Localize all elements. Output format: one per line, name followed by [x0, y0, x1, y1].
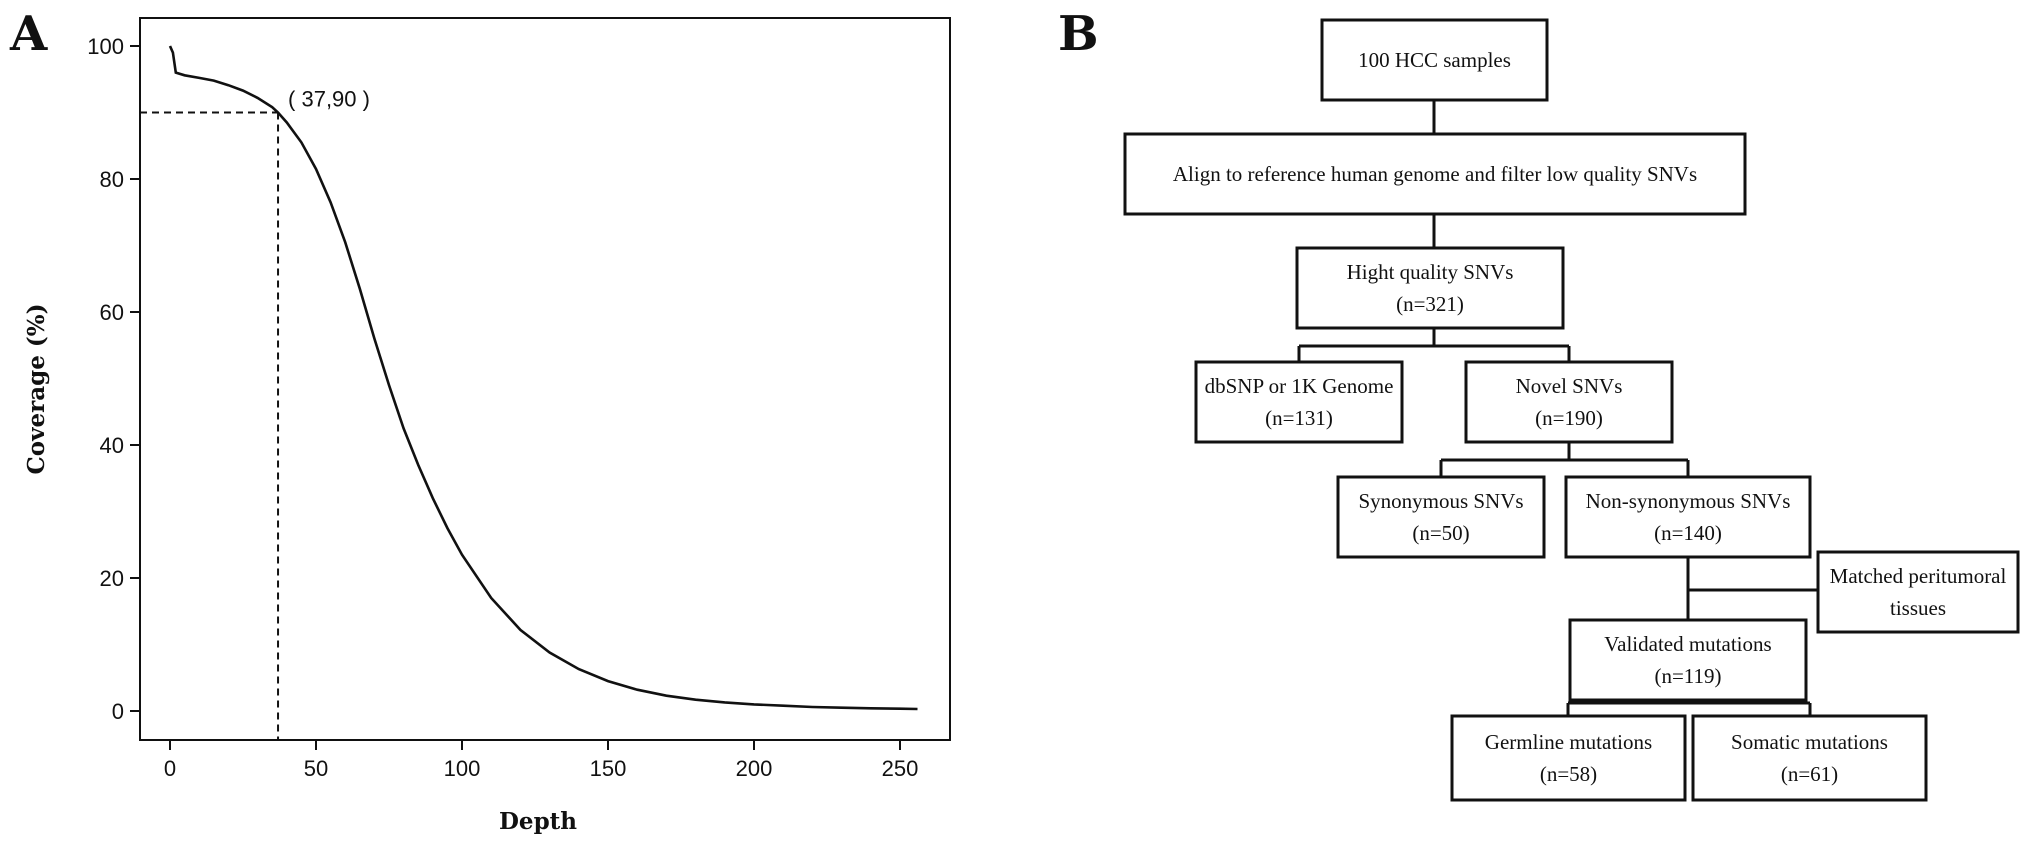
flowchart-connectors [1297, 100, 1818, 716]
flow-box-matched: Matched peritumoral tissues [1816, 550, 2020, 634]
flow-box-text: Non-synonymous SNVs [1586, 489, 1791, 513]
flow-box-text: Synonymous SNVs [1358, 489, 1523, 513]
y-tick-label: 60 [100, 300, 124, 325]
x-tick-label: 0 [164, 756, 176, 781]
flow-box-validated: Validated mutations (n=119) [1568, 618, 1808, 702]
flow-box-text: (n=50) [1412, 521, 1469, 545]
flow-box-text: Hight quality SNVs [1347, 260, 1514, 284]
x-tick-label: 50 [304, 756, 328, 781]
flow-box-frame [1450, 714, 1687, 802]
flow-box-text: (n=58) [1540, 762, 1597, 786]
flowchart-boxes: 100 HCC samples Align to reference human … [1123, 18, 2020, 802]
flow-box-text: (n=61) [1781, 762, 1838, 786]
y-axis-title: Coverage (%) [23, 303, 50, 474]
flow-box-text: (n=131) [1265, 406, 1333, 430]
flow-box-samples: 100 HCC samples [1320, 18, 1549, 102]
panel-a-label: A [9, 6, 48, 62]
y-tick-label: 0 [112, 699, 124, 724]
flow-box-frame [1816, 550, 2020, 634]
y-tick-label: 80 [100, 167, 124, 192]
flow-box-dbsnp: dbSNP or 1K Genome (n=131) [1194, 360, 1404, 444]
flow-box-text: (n=140) [1654, 521, 1722, 545]
flow-box-frame [1320, 18, 1549, 102]
coverage-curve [168, 45, 918, 711]
flow-box-align: Align to reference human genome and filt… [1123, 132, 1747, 216]
flow-box-text: Novel SNVs [1516, 374, 1623, 398]
flow-box-text: Validated mutations [1604, 632, 1771, 656]
x-tick-label: 250 [882, 756, 919, 781]
flow-box-frame [1336, 475, 1546, 559]
flow-box-text: Somatic mutations [1731, 730, 1888, 754]
flow-box-text: Matched peritumoral [1830, 564, 2007, 588]
flow-box-text: Germline mutations [1485, 730, 1652, 754]
flow-box-somatic: Somatic mutations (n=61) [1691, 714, 1928, 802]
reference-point-label: ( 37,90 ) [288, 87, 370, 112]
y-tick-label: 40 [100, 433, 124, 458]
x-axis-ticks: 0 50 100 150 200 250 [164, 740, 918, 781]
flow-box-syn: Synonymous SNVs (n=50) [1336, 475, 1546, 559]
y-axis-ticks: 0 20 40 60 80 100 [87, 34, 140, 724]
flow-box-frame [1564, 475, 1812, 559]
y-tick-label: 100 [87, 34, 124, 59]
flow-box-text: 100 HCC samples [1358, 48, 1511, 72]
flow-box-frame [1123, 132, 1747, 216]
flow-box-frame [1194, 360, 1404, 444]
flow-box-nonsyn: Non-synonymous SNVs (n=140) [1564, 475, 1812, 559]
flow-box-frame [1691, 714, 1928, 802]
plot-frame [139, 17, 951, 741]
flow-box-text: (n=321) [1396, 292, 1464, 316]
flow-box-hq: Hight quality SNVs (n=321) [1295, 246, 1565, 330]
reference-lines [140, 111, 280, 740]
panel-b-label: B [1058, 6, 1099, 62]
x-tick-label: 100 [444, 756, 481, 781]
flow-box-text: dbSNP or 1K Genome [1205, 374, 1394, 398]
coverage-chart: 0 20 40 60 80 100 0 50 100 150 200 250 ( 37,90 ) D… [23, 17, 951, 835]
flow-box-text: Align to reference human genome and filt… [1173, 162, 1697, 186]
snv-flowchart: 100 HCC samples Align to reference human … [1123, 18, 2020, 802]
x-tick-label: 200 [736, 756, 773, 781]
flow-box-novel: Novel SNVs (n=190) [1464, 360, 1674, 444]
flow-box-text: (n=119) [1654, 664, 1721, 688]
flow-box-frame [1568, 618, 1808, 702]
x-tick-label: 150 [590, 756, 627, 781]
flow-box-text: (n=190) [1535, 406, 1603, 430]
flow-box-germline: Germline mutations (n=58) [1450, 714, 1687, 802]
flow-box-text: tissues [1890, 596, 1946, 620]
flow-box-frame [1295, 246, 1565, 330]
x-axis-title: Depth [499, 808, 577, 835]
y-tick-label: 20 [100, 566, 124, 591]
flow-box-frame [1464, 360, 1674, 444]
